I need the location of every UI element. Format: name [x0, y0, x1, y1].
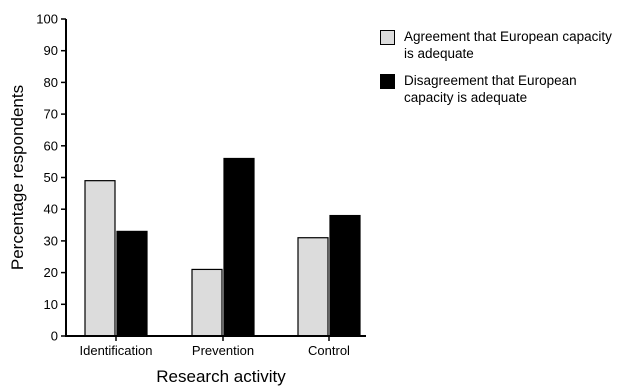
bar-prevention-agreement — [191, 268, 223, 337]
x-axis-label: Research activity — [156, 367, 286, 386]
legend-swatch-disagreement — [380, 74, 395, 89]
legend-label-agreement: Agreement that European capacity is adeq… — [404, 29, 612, 61]
y-tick-label: 80 — [44, 75, 58, 90]
y-tick-label: 30 — [44, 233, 58, 248]
y-tick-label: 60 — [44, 138, 58, 153]
y-tick-label: 40 — [44, 202, 58, 217]
legend-swatch-agreement — [380, 30, 395, 45]
legend-item-agreement: Agreement that European capacity is adeq… — [380, 28, 615, 62]
bar-identification-agreement — [84, 180, 116, 337]
bars — [84, 157, 361, 337]
bar-control-agreement — [297, 237, 329, 337]
x-tick-label-control: Control — [308, 343, 350, 358]
y-tick-label: 0 — [51, 329, 58, 344]
x-tick-label-prevention: Prevention — [192, 343, 254, 358]
y-tick-label: 20 — [44, 265, 58, 280]
y-axis-label: Percentage respondents — [8, 85, 27, 270]
y-tick-label: 70 — [44, 107, 58, 122]
legend-label-disagreement: Disagreement that European capacity is a… — [404, 73, 577, 105]
legend-item-disagreement: Disagreement that European capacity is a… — [380, 72, 615, 106]
y-axis-ticks: 0 10 20 30 40 50 60 70 80 90 100 — [36, 12, 66, 344]
legend: Agreement that European capacity is adeq… — [380, 28, 615, 116]
bar-prevention-disagreement — [223, 157, 255, 337]
bar-identification-disagreement — [116, 230, 148, 337]
y-tick-label: 100 — [36, 12, 58, 27]
y-tick-label: 50 — [44, 170, 58, 185]
y-tick-label: 90 — [44, 43, 58, 58]
x-axis-ticks: Identification Prevention Control — [80, 336, 350, 358]
bar-control-disagreement — [329, 214, 361, 337]
x-tick-label-identification: Identification — [80, 343, 153, 358]
y-tick-label: 10 — [44, 297, 58, 312]
